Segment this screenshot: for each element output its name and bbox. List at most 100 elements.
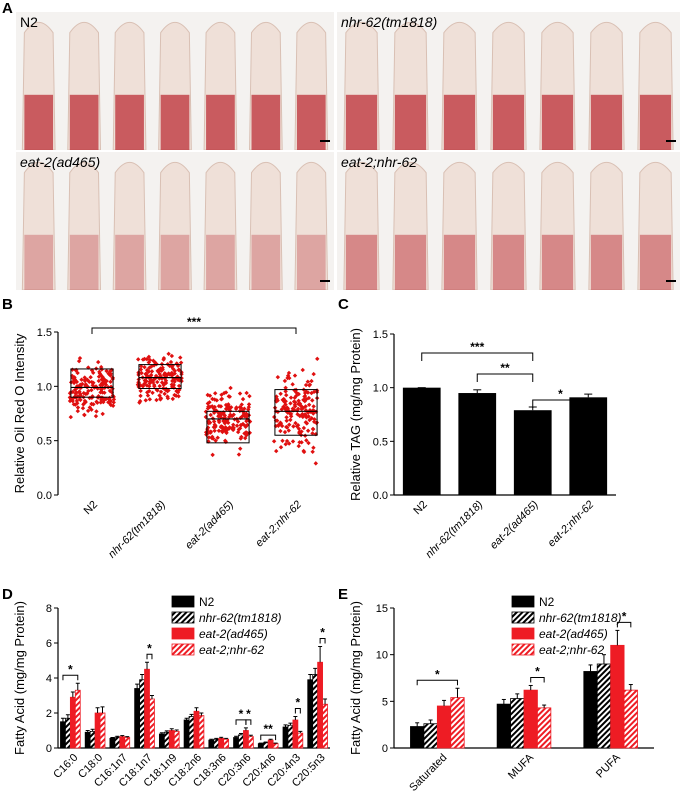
data-point (86, 388, 91, 394)
data-point (296, 401, 301, 407)
data-point (143, 371, 149, 376)
data-point (137, 400, 142, 405)
data-point (75, 401, 80, 406)
data-point (231, 412, 236, 417)
bar (402, 387, 441, 495)
data-point (275, 374, 281, 380)
data-point (75, 405, 81, 410)
box (274, 389, 318, 436)
data-point (218, 411, 223, 416)
data-point (295, 412, 300, 417)
chart-e-svg: 0 5 10 15 Fatty Acid (mg/mg Protein) Saturate… (348, 595, 654, 794)
data-point (158, 389, 164, 394)
y-tick-label: 1.0 (37, 381, 52, 393)
data-point (205, 392, 210, 398)
data-point (219, 392, 224, 397)
legend-swatch (511, 627, 535, 640)
bar-eat-2;nhr-62 (297, 732, 304, 749)
significance-label: * (535, 664, 540, 678)
data-point (147, 383, 152, 389)
legend-swatch (171, 611, 195, 624)
data-point (145, 390, 150, 395)
y-tick-label: 5 (382, 696, 388, 708)
legend-swatch (171, 627, 195, 640)
data-point (306, 402, 312, 407)
data-point (301, 425, 307, 431)
data-point (68, 414, 73, 420)
data-point (234, 423, 240, 428)
data-point (169, 353, 175, 359)
bar-eat-2(ad465) (523, 689, 538, 749)
data-point (296, 391, 301, 397)
data-point (280, 438, 285, 443)
data-point (302, 394, 307, 399)
data-point (84, 391, 90, 396)
micrograph-label: N2 (20, 14, 38, 30)
data-point (288, 414, 294, 419)
data-point (300, 367, 305, 373)
data-point (286, 428, 292, 433)
worm (539, 161, 576, 290)
data-point (140, 383, 145, 389)
x-tick-label: Saturated (407, 752, 449, 794)
legend-label: N2 (199, 595, 215, 609)
worm (588, 21, 625, 150)
data-point (213, 391, 218, 396)
bar-eat-2;nhr-62 (124, 737, 131, 749)
data-point (138, 367, 144, 372)
data-point (172, 392, 177, 398)
bar-eat-2;nhr-62 (272, 743, 279, 749)
data-point (166, 388, 171, 393)
data-point (282, 429, 288, 435)
data-point (145, 393, 151, 398)
worm (343, 161, 380, 290)
panel-letter-e: E (338, 586, 349, 603)
bar-nhr-62(tm1818) (510, 698, 525, 749)
chart-b-svg: 0.0 0.5 1.0 1.5 Relative Oil Red O Intensity… (12, 315, 320, 561)
bar-eat-2;nhr-62 (223, 738, 230, 749)
data-point (203, 409, 209, 414)
bar-N2 (60, 721, 66, 749)
bar-eat-2(ad465) (436, 705, 452, 749)
data-point (287, 422, 292, 427)
data-point (218, 404, 224, 409)
lipid-stain (206, 234, 235, 290)
x-tick-label: eat-2;nhr-62 (546, 499, 597, 550)
y-tick-label: 2 (46, 708, 52, 720)
significance-bracket (532, 399, 589, 408)
bar-N2 (410, 726, 425, 749)
data-point (311, 389, 317, 395)
bar-N2 (134, 688, 140, 749)
data-point (74, 390, 79, 395)
worm (490, 161, 527, 290)
panel-letter-a: A (2, 0, 13, 17)
data-point (208, 430, 213, 435)
significance-bracket (530, 676, 545, 683)
data-point (78, 382, 84, 388)
worm-body (294, 161, 329, 290)
significance-bracket (146, 653, 153, 660)
bar-N2 (233, 737, 239, 749)
bar-nhr-62(tm1818) (65, 717, 71, 749)
data-point (303, 413, 308, 418)
lipid-stain (394, 94, 427, 150)
bar-eat-2;nhr-62 (322, 703, 328, 749)
data-point (219, 428, 225, 434)
bar-eat-2;nhr-62 (149, 698, 155, 749)
data-point (283, 442, 288, 447)
data-point (70, 375, 76, 381)
data-point (236, 427, 242, 432)
data-point (310, 427, 316, 432)
legend-swatch (511, 611, 535, 624)
lipid-stain (251, 234, 281, 290)
data-point (75, 408, 81, 414)
data-point (168, 359, 174, 365)
panel-letter-d: D (2, 586, 13, 603)
legend-label: eat-2(ad465) (199, 627, 268, 641)
data-point (146, 360, 152, 365)
worm (112, 21, 147, 150)
y-tick-label: 0.0 (37, 490, 52, 502)
lipid-stain (345, 234, 378, 290)
lipid-stain (69, 234, 99, 290)
data-point (309, 378, 314, 384)
